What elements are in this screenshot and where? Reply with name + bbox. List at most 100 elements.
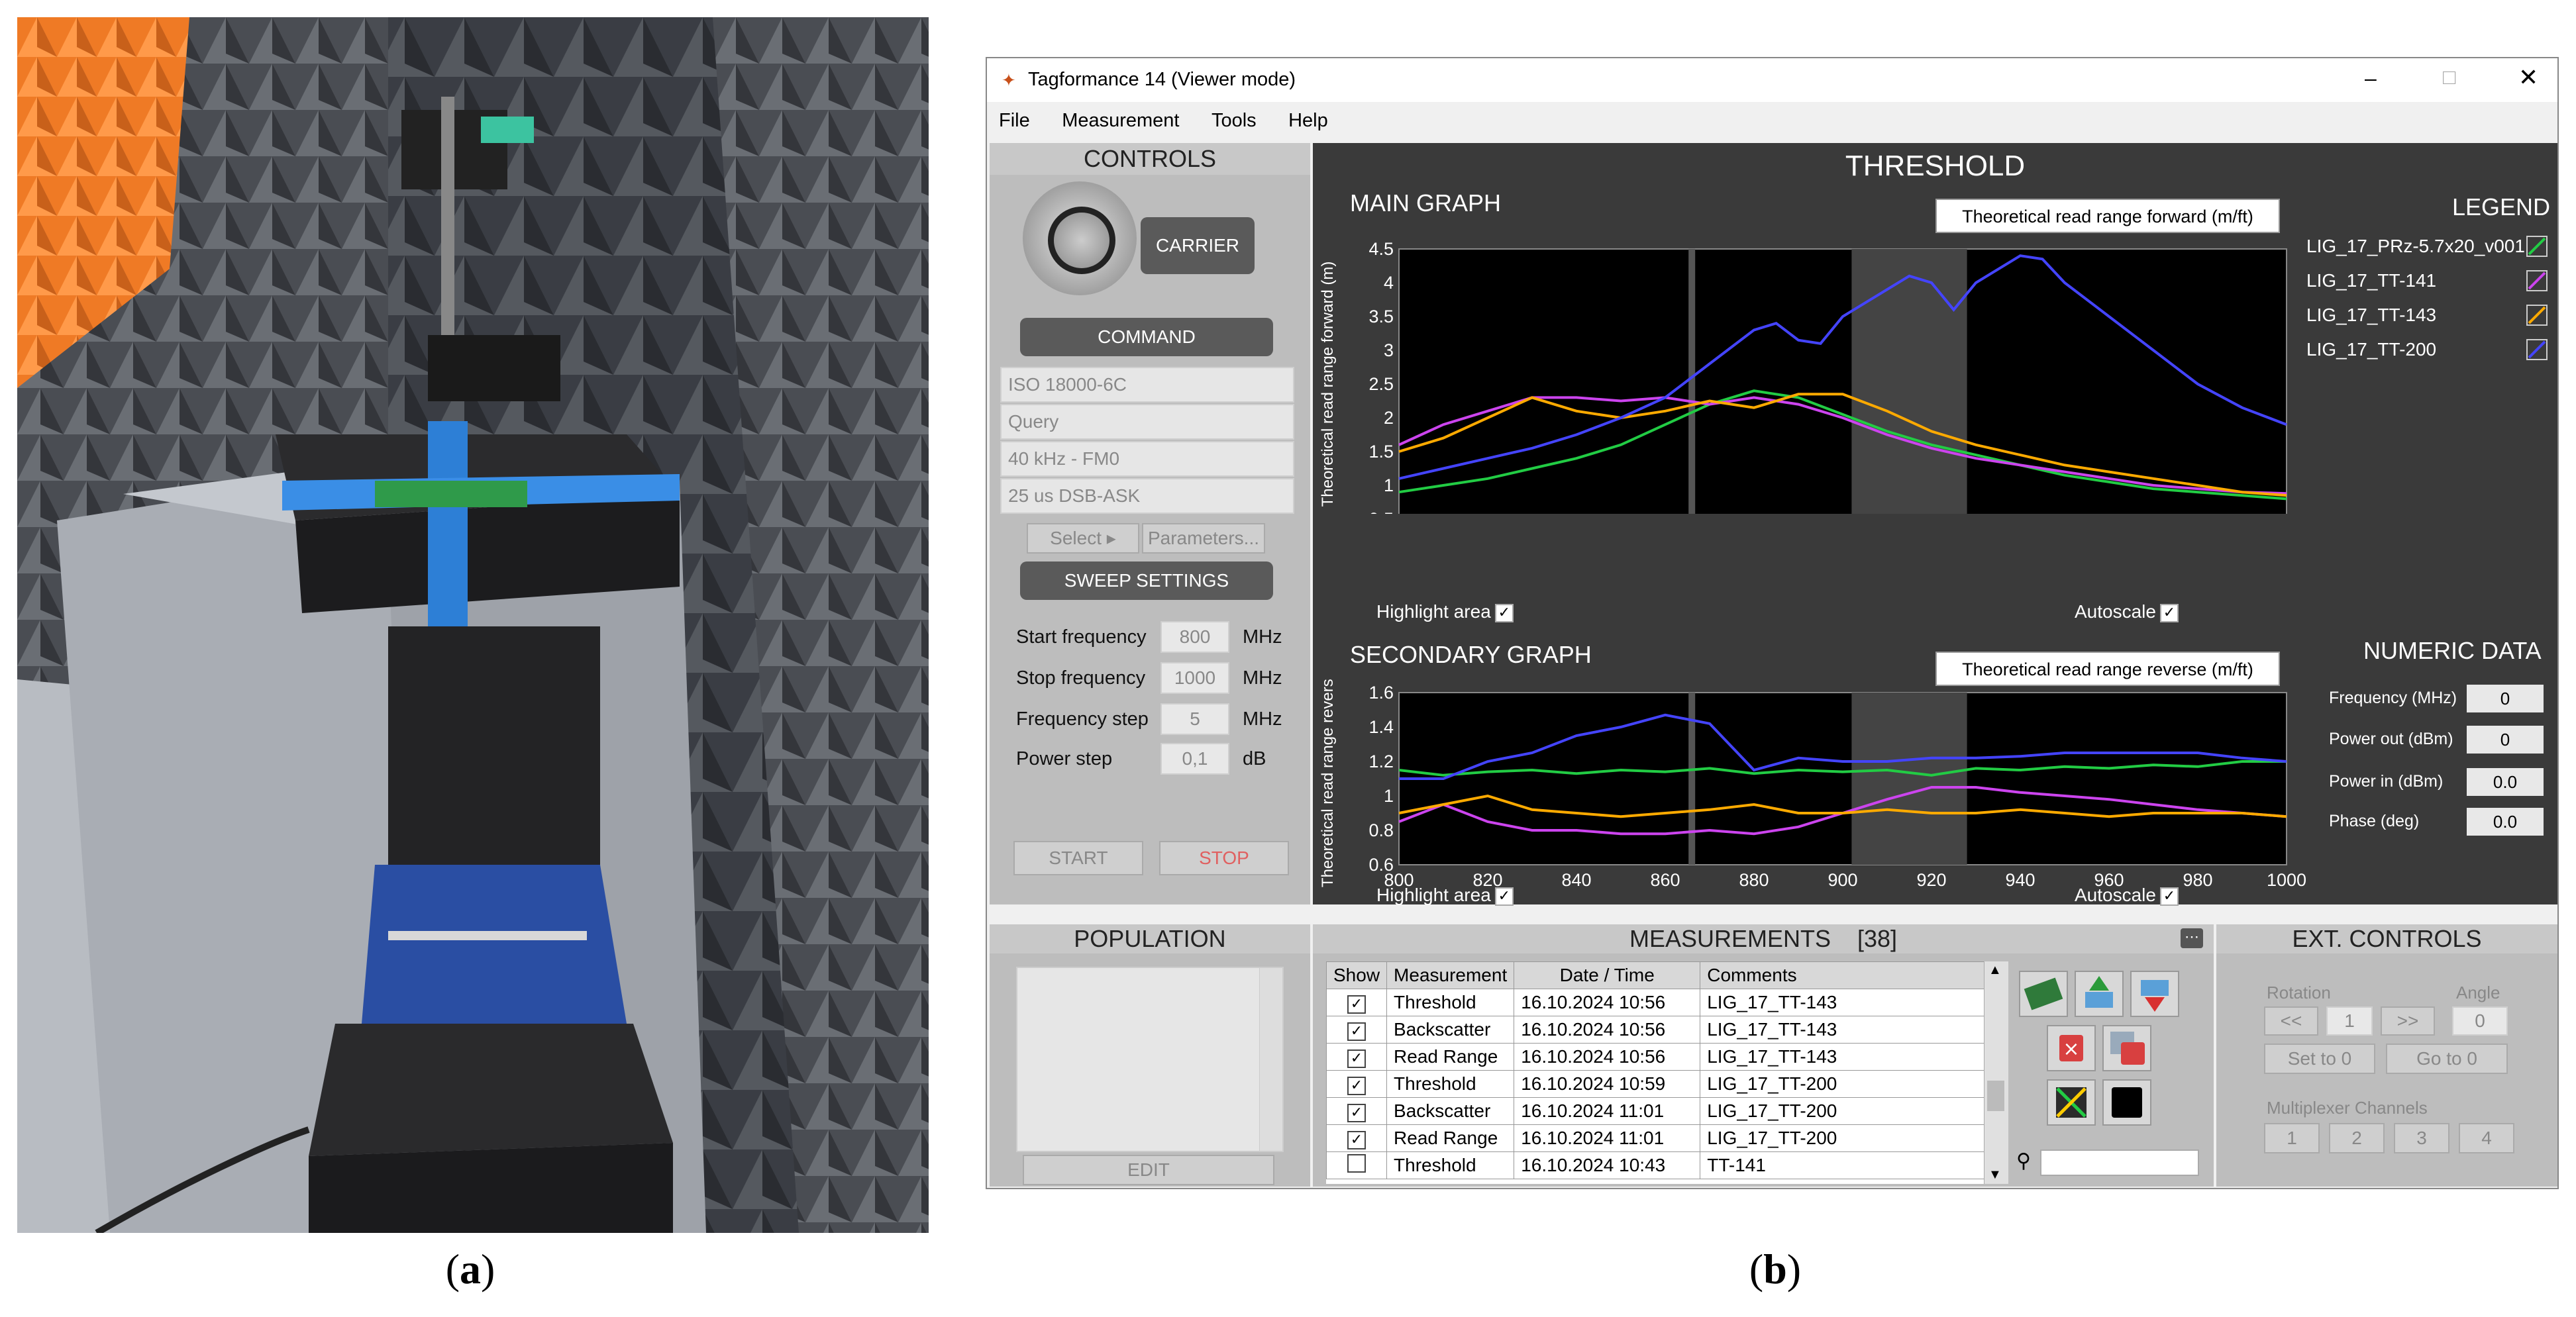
table-scrollbar[interactable]: ▲ ▼ [1984, 961, 2008, 1184]
secondary-highlight-toggle[interactable]: Highlight area ✓ [1376, 885, 1514, 906]
y-tick-label: 1.6 [1368, 683, 1394, 703]
carrier-button[interactable]: CARRIER [1141, 217, 1255, 274]
table-row[interactable]: ✓ Read Range 16.10.2024 11:01 LIG_17_TT-200 [1326, 1124, 2006, 1152]
angle-value[interactable]: 0 [2452, 1006, 2508, 1036]
rotate-left-button[interactable]: << [2264, 1006, 2318, 1036]
close-icon[interactable]: ✕ [2518, 64, 2539, 91]
hide-all-icon[interactable] [2047, 1079, 2096, 1126]
rotate-right-button[interactable]: >> [2381, 1006, 2435, 1036]
stop-button[interactable]: STOP [1159, 841, 1289, 875]
table-row[interactable]: ✓ Threshold 16.10.2024 10:56 LIG_17_TT-143 [1326, 989, 2006, 1016]
date-cell: 16.10.2024 10:59 [1514, 1070, 1701, 1098]
channel-2-button[interactable]: 2 [2329, 1123, 2385, 1153]
start-frequency-unit: MHz [1243, 626, 1282, 648]
delete-icon[interactable]: × [2047, 1025, 2096, 1071]
power-step-unit: dB [1243, 748, 1266, 769]
main-graph[interactable]: 80082084086088090092094096098010000.511.… [1313, 236, 2306, 514]
table-row[interactable]: Threshold 16.10.2024 10:43 TT-141 [1326, 1151, 2006, 1179]
show-all-icon[interactable] [2102, 1079, 2151, 1126]
start-frequency-input[interactable]: 800 [1160, 621, 1229, 653]
show-checkbox[interactable]: ✓ [1347, 995, 1366, 1014]
legend-swatch-1[interactable] [2526, 236, 2548, 257]
secondary-autoscale-toggle[interactable]: Autoscale ✓ [2075, 885, 2179, 906]
col-measurement[interactable]: Measurement [1386, 961, 1515, 989]
table-row[interactable]: ✓ Read Range 16.10.2024 10:56 LIG_17_TT-143 [1326, 1043, 2006, 1071]
series-line-3 [1398, 393, 2287, 497]
legend-swatch-3[interactable] [2526, 305, 2548, 326]
population-panel: POPULATION EDIT [990, 924, 1310, 1187]
show-checkbox[interactable] [1347, 1153, 1366, 1173]
comment-cell: LIG_17_TT-200 [1700, 1070, 2006, 1098]
legend-item-2: LIG_17_TT-141 [2306, 270, 2437, 291]
numeric-data-title: NUMERIC DATA [2363, 637, 2542, 664]
main-autoscale-toggle[interactable]: Autoscale ✓ [2075, 601, 2179, 622]
command-button[interactable]: COMMAND [1020, 318, 1273, 356]
main-graph-dropdown[interactable]: Theoretical read range forward (m/ft) [1935, 199, 2280, 233]
menu-file[interactable]: File [999, 110, 1030, 131]
y-tick-label: 0.8 [1368, 820, 1394, 840]
show-checkbox[interactable]: ✓ [1347, 1130, 1366, 1149]
table-row[interactable]: ✓ Backscatter 16.10.2024 10:56 LIG_17_TT-14… [1326, 1016, 2006, 1044]
col-show[interactable]: Show [1326, 961, 1388, 989]
delete-all-icon[interactable] [2102, 1025, 2151, 1071]
sweep-settings-button[interactable]: SWEEP SETTINGS [1020, 561, 1273, 600]
select-button[interactable]: Select ▸ [1027, 523, 1139, 554]
more-options-icon[interactable]: ⋯ [2181, 928, 2203, 948]
channel-4-button[interactable]: 4 [2459, 1123, 2514, 1153]
table-row[interactable]: ✓ Threshold 16.10.2024 10:59 LIG_17_TT-200 [1326, 1070, 2006, 1098]
show-checkbox[interactable]: ✓ [1347, 1076, 1366, 1095]
population-list[interactable] [1016, 967, 1284, 1152]
legend-title: LEGEND [2452, 193, 2551, 220]
menu-bar: File Measurement Tools Help [999, 110, 1357, 136]
x-tick-label: 960 [2094, 870, 2124, 890]
comment-cell: LIG_17_TT-143 [1700, 989, 2006, 1016]
frequency-step-input[interactable]: 5 [1160, 703, 1229, 735]
go-to-zero-button[interactable]: Go to 0 [2386, 1044, 2508, 1074]
power-step-input[interactable]: 0,1 [1160, 743, 1229, 775]
start-frequency-label: Start frequency [1016, 626, 1147, 648]
menu-measurement[interactable]: Measurement [1062, 110, 1180, 131]
edit-button[interactable]: EDIT [1023, 1155, 1274, 1185]
download-icon[interactable] [2130, 971, 2179, 1017]
table-row[interactable]: ✓ Backscatter 16.10.2024 11:01 LIG_17_TT-20… [1326, 1097, 2006, 1125]
date-cell: 16.10.2024 10:56 [1514, 1043, 1701, 1071]
x-axis-label: Frequency (MHz) [1777, 890, 1910, 891]
channel-3-button[interactable]: 3 [2394, 1123, 2449, 1153]
rotation-value[interactable]: 1 [2326, 1006, 2373, 1036]
start-button[interactable]: START [1013, 841, 1143, 875]
minimize-icon[interactable]: – [2365, 66, 2377, 90]
col-comments[interactable]: Comments [1700, 961, 2006, 989]
date-cell: 16.10.2024 11:01 [1514, 1124, 1701, 1152]
channel-1-button[interactable]: 1 [2264, 1123, 2320, 1153]
show-checkbox[interactable]: ✓ [1347, 1049, 1366, 1068]
carrier-knob[interactable] [1023, 181, 1137, 295]
stop-frequency-input[interactable]: 1000 [1160, 662, 1229, 694]
secondary-graph-dropdown[interactable]: Theoretical read range reverse (m/ft) [1935, 652, 2280, 686]
parameters-button[interactable]: Parameters... [1142, 523, 1265, 554]
legend-item-3: LIG_17_TT-143 [2306, 305, 2437, 325]
measurements-header: MEASUREMENTS [38] [1313, 924, 2214, 953]
legend-swatch-2[interactable] [2526, 270, 2548, 291]
y-tick-label: 4.5 [1368, 239, 1394, 259]
main-highlight-toggle[interactable]: Highlight area ✓ [1376, 601, 1514, 622]
col-date[interactable]: Date / Time [1514, 961, 1701, 989]
angle-label: Angle [2456, 983, 2500, 1002]
set-to-zero-button[interactable]: Set to 0 [2264, 1044, 2375, 1074]
search-input[interactable] [2040, 1149, 2199, 1176]
measurement-cell: Backscatter [1386, 1016, 1515, 1044]
import-icon[interactable] [2019, 971, 2068, 1017]
show-checkbox[interactable]: ✓ [1347, 1103, 1366, 1122]
highlight-band [1851, 693, 1967, 865]
secondary-graph[interactable]: 800 820 840 860 880 900 920 940 960 980 1000 0.6 0.8… [1313, 679, 2306, 891]
secondary-graph-title: SECONDARY GRAPH [1350, 641, 1592, 668]
highlight-band [1851, 249, 1967, 514]
maximize-icon[interactable]: □ [2443, 65, 2456, 89]
menu-help[interactable]: Help [1288, 110, 1328, 131]
multiplexer-label: Multiplexer Channels [2267, 1098, 2428, 1118]
menu-tools[interactable]: Tools [1211, 110, 1257, 131]
legend-swatch-4[interactable] [2526, 339, 2548, 360]
y-tick-label: 3.5 [1368, 307, 1394, 326]
show-checkbox[interactable]: ✓ [1347, 1022, 1366, 1041]
measurement-cell: Backscatter [1386, 1097, 1515, 1125]
upload-icon[interactable] [2075, 971, 2124, 1017]
